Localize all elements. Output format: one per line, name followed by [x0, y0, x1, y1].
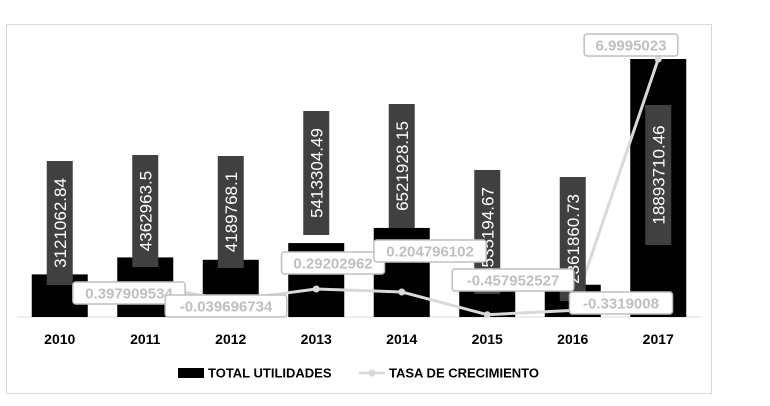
line-label-2017: 6.9995023: [583, 33, 679, 57]
line-label-text: -0.457952527: [467, 273, 560, 290]
bar-label-box: [645, 105, 672, 245]
bar-label-box: [388, 104, 415, 228]
bar-label-2012: 4189768.1: [217, 156, 244, 268]
bar-label-2014: 6521928.15: [388, 104, 415, 228]
bar-label-text: 3535194.67: [478, 187, 497, 277]
bar-label-box: [474, 170, 501, 294]
bar-label-box: [46, 161, 73, 285]
legend: TOTAL UTILIDADES TASA DE CRECIMIENTO: [178, 366, 539, 381]
bar-label-2017: 18893710.46: [645, 105, 672, 245]
x-tick-2010: 2010: [44, 331, 75, 347]
line-marker-2017: [654, 55, 662, 63]
legend-label-bar: TOTAL UTILIDADES: [208, 366, 332, 381]
line-label-text: 0.397909534: [85, 286, 173, 303]
line-labels-layer: 0.397909534 -0.039696734 0.29202962 0.20479…: [72, 33, 679, 318]
bar-label-text: 4362963.5: [136, 171, 155, 251]
legend-label-line: TASA DE CRECIMIENTO: [389, 366, 539, 381]
line-label-2012: -0.039696734: [164, 294, 288, 318]
line-label-2014: 0.204796102: [373, 239, 487, 263]
chart-frame: 3121062.84 4362963.5 4189768.1 5413304.49 65…: [6, 24, 712, 394]
x-tick-2013: 2013: [301, 331, 332, 347]
line-label-2016: -0.3319008: [568, 291, 674, 315]
line-label-box: [583, 33, 679, 57]
bar-label-text: 4189768.1: [222, 172, 241, 252]
line-label-text: 6.9995023: [596, 38, 667, 55]
line-marker-2013: [312, 285, 320, 293]
line-marker-2014: [398, 288, 406, 296]
line-label-box: [280, 251, 386, 275]
x-tick-2016: 2016: [557, 331, 588, 347]
legend-swatch-marker: [368, 369, 376, 377]
line-label-2015: -0.457952527: [451, 268, 575, 292]
line-label-2013: 0.29202962: [280, 251, 386, 275]
x-tick-2015: 2015: [472, 331, 503, 347]
bar-label-box: [132, 155, 159, 267]
bar-label-2010: 3121062.84: [46, 161, 73, 285]
x-tick-labels: 2010 2011 2012 2013 2014 2015 2016 2017: [44, 331, 674, 347]
bars-layer: [31, 59, 687, 317]
bar-label-2011: 4362963.5: [132, 155, 159, 267]
bar-label-box: [303, 111, 330, 235]
bar-label-box: [217, 156, 244, 268]
line-label-text: 0.204796102: [386, 244, 474, 261]
line-label-box: [568, 291, 674, 315]
bar-label-text: 18893710.46: [649, 125, 668, 224]
line-label-text: 0.29202962: [293, 256, 372, 273]
chart-canvas: 3121062.84 4362963.5 4189768.1 5413304.49 65…: [17, 33, 701, 381]
line-label-box: [373, 239, 487, 263]
bar-label-text: 6521928.15: [393, 121, 412, 211]
line-label-box: [451, 268, 575, 292]
line-label-text: -0.039696734: [180, 299, 273, 316]
legend-swatch-bar: [178, 368, 204, 378]
x-tick-2014: 2014: [386, 331, 417, 347]
bar-labels-layer: 3121062.84 4362963.5 4189768.1 5413304.49 65…: [46, 104, 672, 301]
line-label-text: -0.3319008: [583, 296, 659, 313]
bar-label-text: 3121062.84: [51, 178, 70, 268]
line-marker-2015: [483, 311, 491, 319]
x-tick-2017: 2017: [643, 331, 674, 347]
line-label-box: [72, 281, 186, 305]
x-tick-2011: 2011: [130, 331, 161, 347]
x-tick-2012: 2012: [215, 331, 246, 347]
bar-label-text: 5413304.49: [307, 128, 326, 218]
line-label-2011: 0.397909534: [72, 281, 186, 305]
line-label-box: [164, 294, 288, 318]
bar-label-text: 2361860.73: [564, 194, 583, 284]
bar-label-2013: 5413304.49: [303, 111, 330, 235]
